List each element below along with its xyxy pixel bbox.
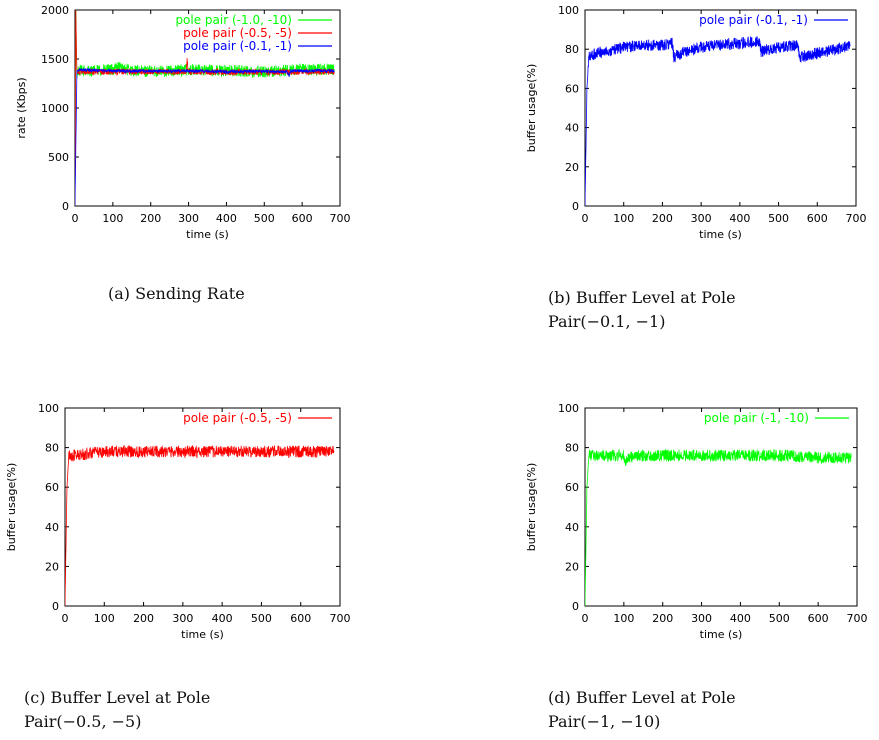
x-tick-label: 600 xyxy=(807,212,828,225)
x-tick-label: 100 xyxy=(613,612,634,625)
chart-c: 0 100 200 300 400 500 600 700 0 20 40 60 80 100 time (… xyxy=(5,402,351,641)
y-tick-label: 60 xyxy=(45,481,59,494)
x-tick-label: 200 xyxy=(133,612,154,625)
x-tick-label: 200 xyxy=(652,212,673,225)
x-tick-label: 700 xyxy=(847,612,868,625)
plot-frame xyxy=(584,9,857,207)
x-tick-label: 700 xyxy=(846,212,867,225)
x-tick-label: 300 xyxy=(691,212,712,225)
x-tick-label: 500 xyxy=(251,612,272,625)
y-tick-label: 0 xyxy=(572,600,579,613)
y-tick-label: 20 xyxy=(565,161,579,174)
x-tick-label: 0 xyxy=(62,612,69,625)
caption-d-line-2: Pair(−1, −10) xyxy=(548,712,661,731)
chart-d: 0 100 200 300 400 500 600 700 0 20 40 60 80 100 time (… xyxy=(525,402,868,641)
plot-frame xyxy=(64,407,341,607)
x-tick-label: 200 xyxy=(652,612,673,625)
caption-c: (c) Buffer Level at Pole Pair(−0.5, −5) xyxy=(24,686,354,734)
x-tick-label: 300 xyxy=(691,612,712,625)
x-tick-label: 600 xyxy=(292,212,313,225)
series-line xyxy=(585,448,852,606)
x-tick-label: 400 xyxy=(729,212,750,225)
x-tick-label: 700 xyxy=(330,612,351,625)
caption-a-line-1: (a) Sending Rate xyxy=(108,284,245,303)
y-axis-label: buffer usage(%) xyxy=(525,463,538,552)
y-tick-label: 1500 xyxy=(41,53,69,66)
x-tick-label: 0 xyxy=(72,212,79,225)
y-tick-label: 80 xyxy=(565,442,579,455)
legend-label: pole pair (-1, -10) xyxy=(704,411,809,425)
y-tick-label: 80 xyxy=(45,442,59,455)
y-tick-label: 20 xyxy=(45,560,59,573)
y-tick-label: 100 xyxy=(558,402,579,415)
legend-label: pole pair (-1.0, -10) xyxy=(175,13,292,27)
y-axis-label: buffer usage(%) xyxy=(525,64,538,153)
x-tick-label: 400 xyxy=(730,612,751,625)
panel-c: 0 100 200 300 400 500 600 700 0 20 40 60 80 100 time (… xyxy=(0,398,440,740)
x-tick-label: 300 xyxy=(178,212,199,225)
y-tick-label: 40 xyxy=(565,122,579,135)
x-tick-label: 500 xyxy=(254,212,275,225)
x-tick-label: 400 xyxy=(212,612,233,625)
caption-b-line-1: (b) Buffer Level at Pole xyxy=(548,286,848,310)
y-tick-label: 80 xyxy=(565,43,579,56)
caption-d: (d) Buffer Level at Pole Pair(−1, −10) xyxy=(548,686,878,734)
y-tick-label: 0 xyxy=(52,600,59,613)
x-axis-label: time (s) xyxy=(181,628,224,641)
caption-a: (a) Sending Rate xyxy=(108,282,358,306)
series-line xyxy=(65,444,335,606)
y-tick-label: 2000 xyxy=(41,4,69,17)
x-tick-label: 400 xyxy=(216,212,237,225)
y-axis-label: buffer usage(%) xyxy=(5,463,18,552)
chart-a: 0 100 200 300 400 500 600 700 0 500 1000 1500 2000 ti… xyxy=(15,4,351,241)
x-tick-label: 100 xyxy=(102,212,123,225)
x-tick-label: 100 xyxy=(94,612,115,625)
x-tick-label: 600 xyxy=(808,612,829,625)
legend-label: pole pair (-0.5, -5) xyxy=(183,411,292,425)
y-tick-label: 0 xyxy=(572,200,579,213)
x-tick-label: 200 xyxy=(140,212,161,225)
caption-d-line-1: (d) Buffer Level at Pole xyxy=(548,688,736,707)
caption-b-line-2: Pair(−0.1, −1) xyxy=(548,312,666,331)
x-tick-label: 100 xyxy=(613,212,634,225)
series-line xyxy=(75,67,335,206)
panel-a: 0 100 200 300 400 500 600 700 0 500 1000 1500 2000 ti… xyxy=(0,0,440,370)
caption-c-line-1: (c) Buffer Level at Pole xyxy=(24,688,211,707)
y-tick-label: 0 xyxy=(62,200,69,213)
legend-label: pole pair (-0.1, -1) xyxy=(699,13,808,27)
x-tick-label: 0 xyxy=(582,612,589,625)
legend-label: pole pair (-0.5, -5) xyxy=(183,26,292,40)
y-tick-label: 100 xyxy=(558,4,579,17)
panel-d: 0 100 200 300 400 500 600 700 0 20 40 60 80 100 time (… xyxy=(440,398,879,740)
y-tick-label: 40 xyxy=(565,521,579,534)
x-tick-label: 500 xyxy=(768,212,789,225)
panel-b: 0 100 200 300 400 500 600 700 0 20 40 60 80 100 time (… xyxy=(440,0,879,370)
caption-b: (b) Buffer Level at Pole Pair(−0.1, −1) xyxy=(548,286,848,334)
caption-c-line-2: Pair(−0.5, −5) xyxy=(24,712,142,731)
x-tick-label: 600 xyxy=(290,612,311,625)
y-tick-label: 40 xyxy=(45,521,59,534)
x-tick-label: 700 xyxy=(330,212,351,225)
y-tick-label: 1000 xyxy=(41,102,69,115)
x-tick-label: 0 xyxy=(582,212,589,225)
chart-b: 0 100 200 300 400 500 600 700 0 20 40 60 80 100 time (… xyxy=(525,4,867,241)
x-tick-label: 300 xyxy=(172,612,193,625)
caption-b-text-1: (b) Buffer Level at Pole xyxy=(548,288,736,307)
x-axis-label: time (s) xyxy=(700,628,743,641)
x-axis-label: time (s) xyxy=(699,228,742,241)
legend-label: pole pair (-0.1, -1) xyxy=(183,39,292,53)
y-tick-label: 20 xyxy=(565,560,579,573)
y-tick-label: 100 xyxy=(38,402,59,415)
x-axis-label: time (s) xyxy=(186,228,229,241)
y-tick-label: 60 xyxy=(565,481,579,494)
y-axis-label: rate (Kbps) xyxy=(15,77,28,138)
y-tick-label: 60 xyxy=(565,82,579,95)
series-line xyxy=(585,36,851,206)
x-tick-label: 500 xyxy=(769,612,790,625)
plot-frame xyxy=(584,407,858,607)
y-tick-label: 500 xyxy=(48,151,69,164)
